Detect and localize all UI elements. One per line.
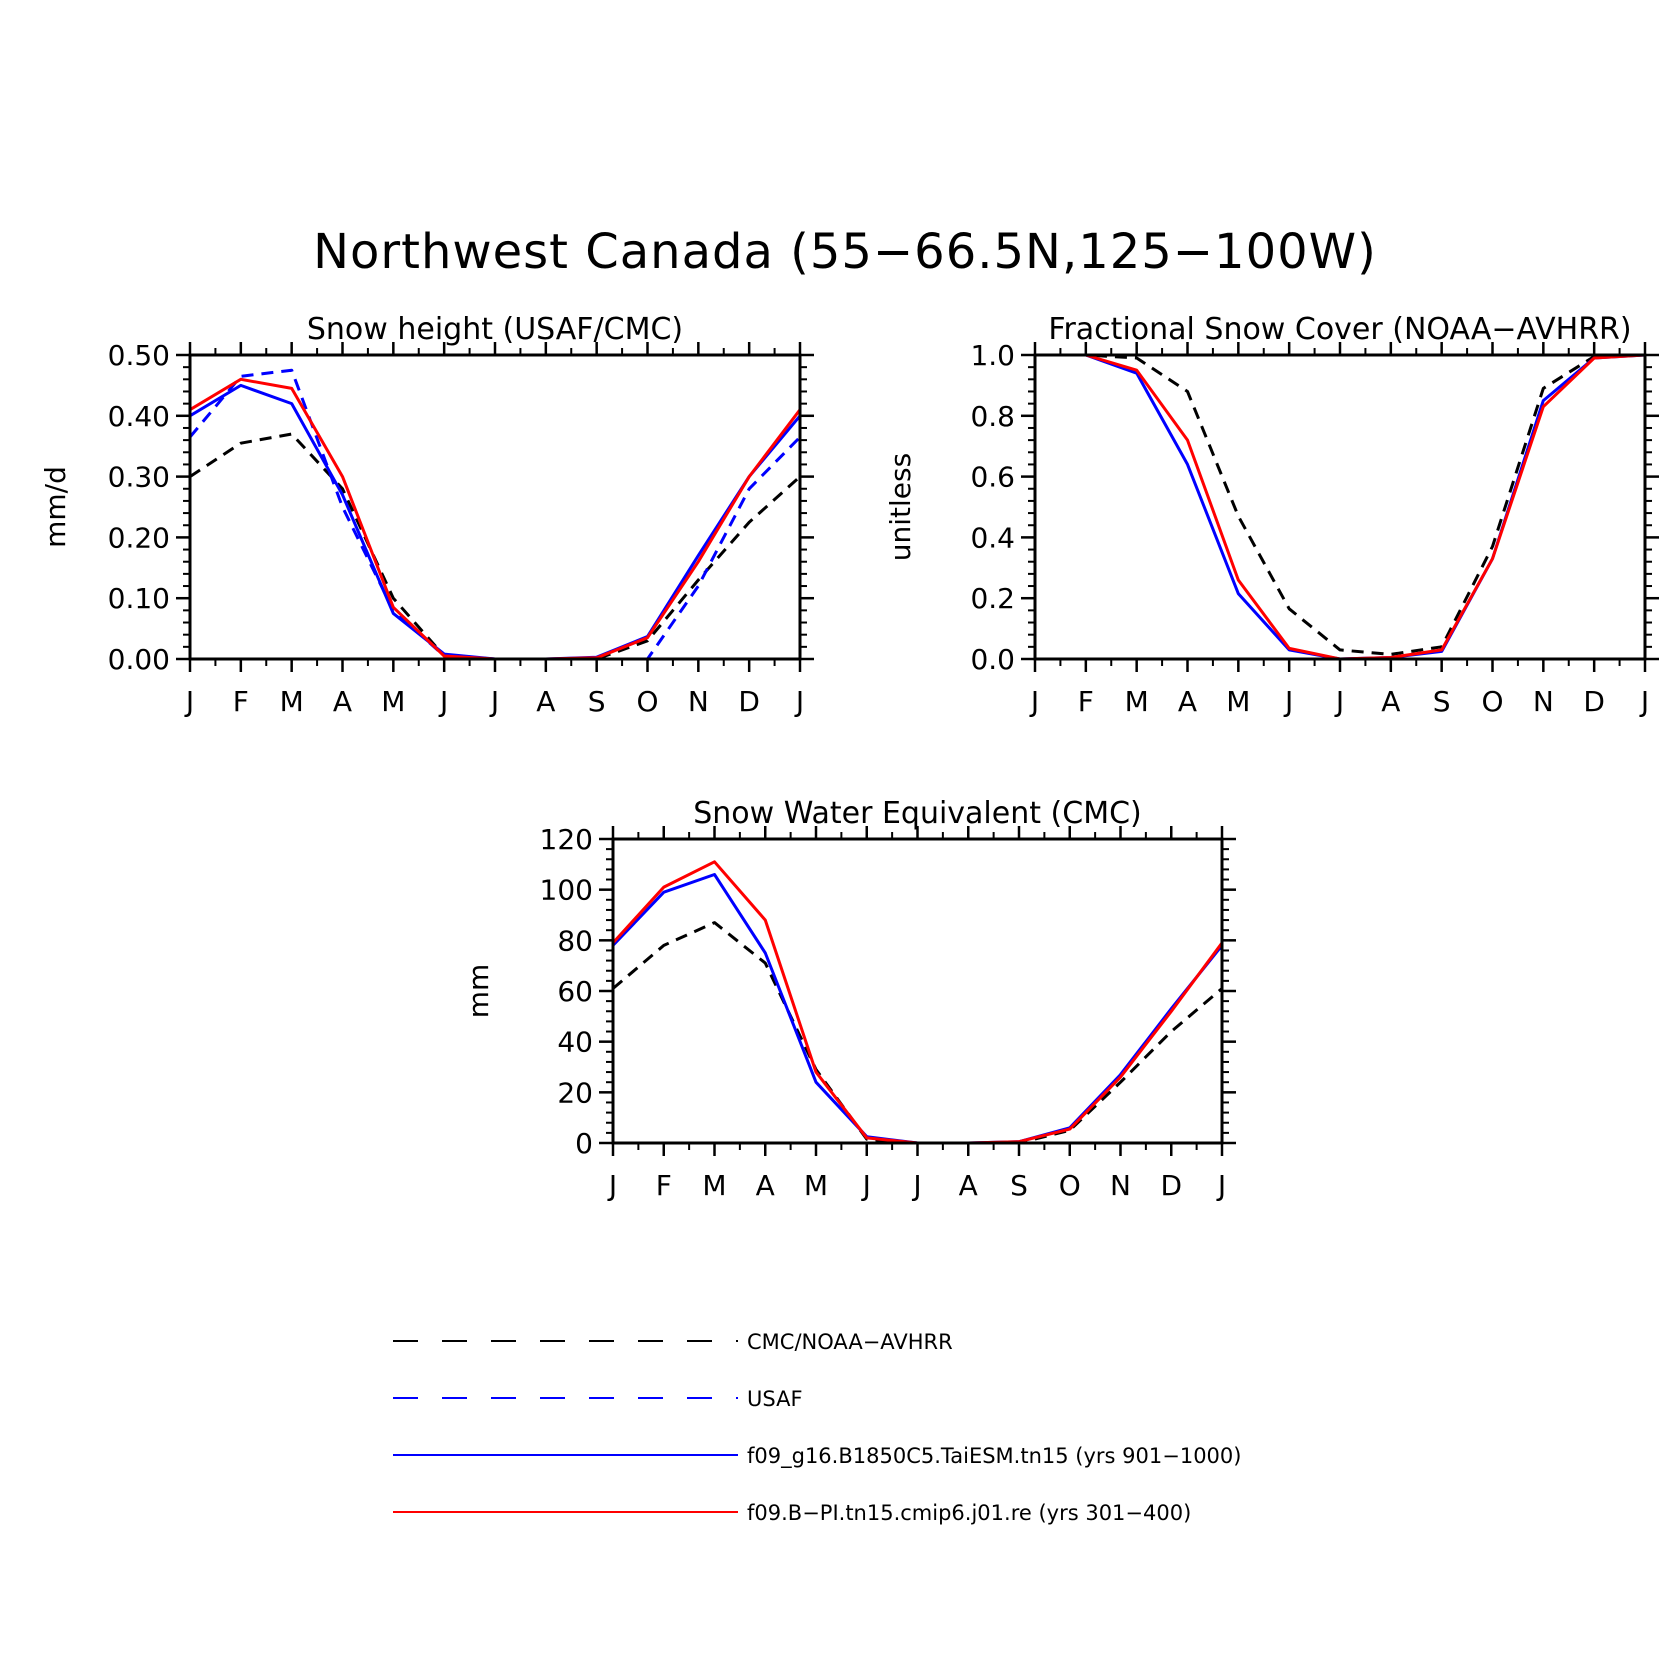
legend-label-obs: CMC/NOAA−AVHRR [747, 1330, 953, 1354]
y-tick-label: 40 [557, 1026, 593, 1059]
y-tick-label: 0.6 [970, 461, 1015, 494]
x-tick-label: J [911, 1169, 921, 1202]
x-tick-label: M [804, 1169, 828, 1202]
series-line-usaf [188, 368, 802, 661]
legend-label-cmip6: f09.B−PI.tn15.cmip6.j01.re (yrs 301−400) [747, 1501, 1191, 1525]
legend: CMC/NOAA−AVHRR USAF f09_g16.B1850C5.TaiESM… [393, 1330, 1241, 1525]
x-tick-label: J [438, 685, 448, 718]
x-tick-label: O [1059, 1169, 1081, 1202]
series-line-cmip6 [611, 860, 1224, 1145]
plot-frame [611, 837, 1224, 1145]
figure-title: Northwest Canada (55−66.5N,125−100W) [313, 224, 1377, 280]
y-tick-label: 0.10 [108, 582, 170, 615]
y-axis-label: mm/d [39, 466, 72, 548]
y-tick-label: 0 [575, 1127, 593, 1160]
legend-label-taiesm: f09_g16.B1850C5.TaiESM.tn15 (yrs 901−100… [747, 1444, 1241, 1469]
x-tick-label: A [959, 1169, 978, 1202]
x-tick-label: D [1160, 1169, 1182, 1202]
y-tick-label: 0.20 [108, 521, 170, 554]
x-tick-label: N [1110, 1169, 1131, 1202]
x-tick-label: M [280, 685, 304, 718]
y-tick-label: 0.00 [108, 643, 170, 676]
y-tick-label: 120 [540, 823, 593, 856]
x-tick-label: J [489, 685, 499, 718]
x-tick-label: F [1078, 685, 1094, 718]
x-tick-label: N [1533, 685, 1554, 718]
x-tick-label: S [1433, 685, 1451, 718]
x-tick-label: F [656, 1169, 672, 1202]
y-axis-label: mm [462, 964, 495, 1019]
x-tick-label: O [1481, 685, 1503, 718]
y-axis-label: unitless [884, 453, 917, 561]
x-tick-label: S [588, 685, 606, 718]
x-tick-label: S [1010, 1169, 1028, 1202]
panel-title: Snow Water Equivalent (CMC) [693, 796, 1141, 831]
y-tick-label: 0.30 [108, 461, 170, 494]
legend-label-usaf: USAF [747, 1387, 803, 1411]
series-line-cmip6 [1035, 353, 1646, 661]
y-tick-label: 0.8 [970, 400, 1015, 433]
x-tick-label: J [861, 1169, 871, 1202]
x-tick-label: M [702, 1169, 726, 1202]
x-tick-label: A [536, 685, 555, 718]
x-tick-label: A [1381, 685, 1400, 718]
series-line-taiesm [1035, 353, 1646, 661]
x-tick-label: D [738, 685, 760, 718]
x-tick-label: D [1583, 685, 1605, 718]
snow-cover-panel: Fractional Snow Cover (NOAA−AVHRR) unitle… [884, 312, 1659, 718]
y-tick-label: 0.0 [970, 643, 1015, 676]
y-tick-label: 0.2 [970, 582, 1015, 615]
swe-panel: Snow Water Equivalent (CMC)mmJ F M A M J J A S O N… [462, 796, 1236, 1202]
x-tick-label: M [1226, 685, 1250, 718]
x-tick-label: A [333, 685, 352, 718]
series-line-cmip6 [189, 377, 802, 661]
y-tick-label: 1.0 [970, 339, 1015, 372]
y-tick-label: 100 [540, 874, 593, 907]
x-tick-label: J [1639, 685, 1649, 718]
x-tick-label: A [756, 1169, 775, 1202]
panel-title: Snow height (USAF/CMC) [307, 312, 683, 347]
x-tick-label: N [688, 685, 709, 718]
x-tick-label: J [607, 1169, 617, 1202]
series-line-taiesm [189, 383, 802, 661]
x-tick-label: J [794, 685, 804, 718]
series-line-obs [612, 921, 1223, 1145]
x-tick-label: A [1178, 685, 1197, 718]
x-tick-label: J [1216, 1169, 1226, 1202]
series-line-taiesm [611, 873, 1224, 1145]
series-line-obs [1035, 353, 1646, 656]
x-tick-label: F [233, 685, 249, 718]
x-tick-label: O [636, 685, 658, 718]
plot-frame [1033, 353, 1647, 661]
x-tick-label: J [1283, 685, 1293, 718]
x-tick-label: J [1334, 685, 1344, 718]
x-tick-label: M [381, 685, 405, 718]
panel-title: Fractional Snow Cover (NOAA−AVHRR) [1048, 312, 1631, 347]
x-tick-label: J [1029, 685, 1039, 718]
y-tick-label: 60 [557, 975, 593, 1008]
snow-height-panel: Snow height (USAF/CMC)mm/dJ F M A M J J A S O N D J0… [39, 312, 814, 718]
y-tick-label: 0.4 [970, 521, 1015, 554]
series-line-obs [189, 432, 802, 661]
x-tick-label: M [1125, 685, 1149, 718]
y-tick-label: 0.50 [108, 339, 170, 372]
y-tick-label: 80 [557, 924, 593, 957]
x-tick-label: J [184, 685, 194, 718]
y-tick-label: 0.40 [108, 400, 170, 433]
y-tick-label: 20 [557, 1076, 593, 1109]
